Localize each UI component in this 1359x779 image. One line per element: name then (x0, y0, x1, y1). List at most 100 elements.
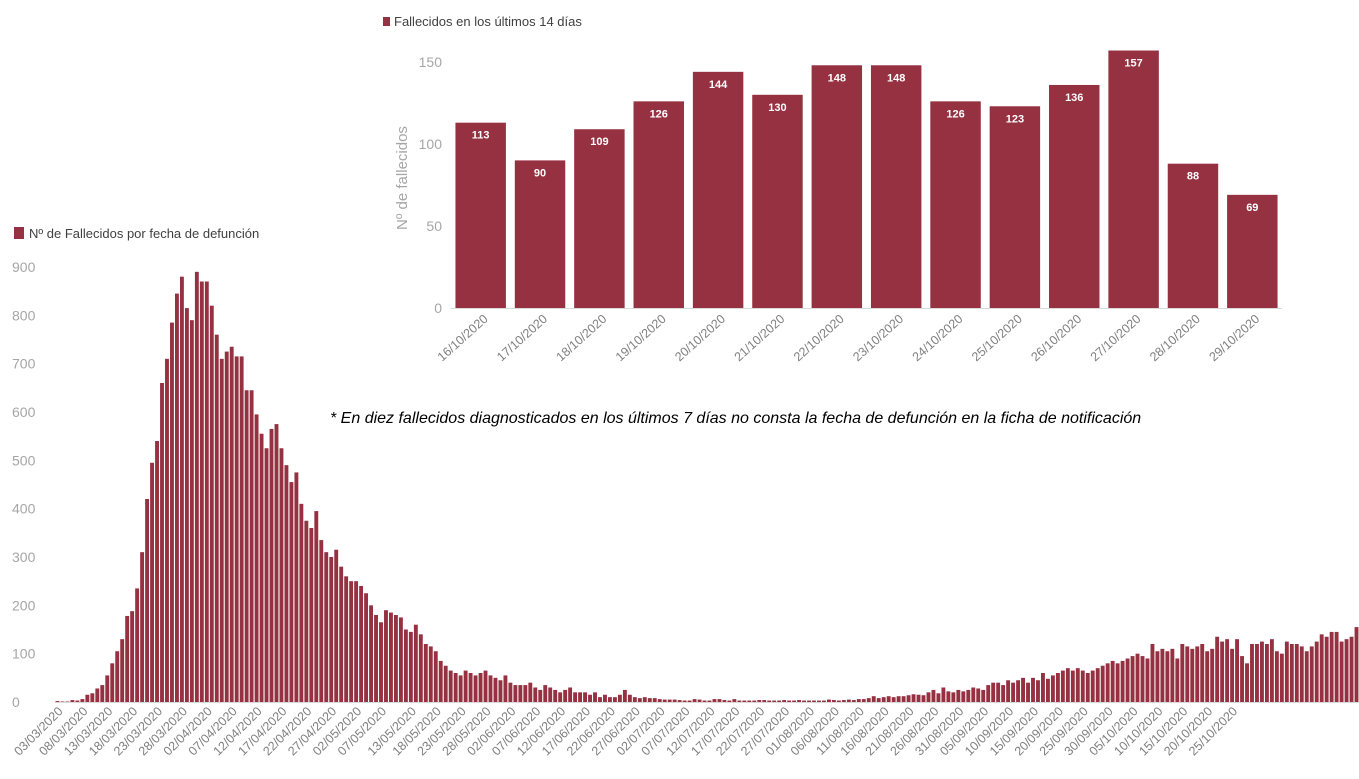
inset-bar (634, 101, 684, 308)
inset-bar-value-label: 148 (828, 72, 846, 84)
daily-bar (767, 701, 771, 702)
daily-bar (518, 685, 522, 702)
daily-bar (593, 692, 597, 702)
daily-bar (1165, 651, 1169, 702)
inset-x-tick-label: 24/10/2020 (910, 312, 966, 364)
daily-bar (1250, 644, 1254, 702)
daily-bar (548, 688, 552, 703)
daily-bar (598, 697, 602, 702)
daily-bar (1300, 646, 1304, 702)
inset-x-tick-label: 28/10/2020 (1147, 312, 1203, 364)
daily-bar (603, 695, 607, 702)
daily-bar (459, 675, 463, 702)
daily-bar (1200, 644, 1204, 702)
daily-bar (1106, 663, 1110, 702)
daily-bar (1155, 651, 1159, 702)
daily-bar (1310, 646, 1314, 702)
daily-bar (374, 615, 378, 702)
daily-bar (1066, 668, 1070, 702)
daily-bar (847, 700, 851, 702)
daily-bar (489, 675, 493, 702)
daily-bar (623, 690, 627, 702)
y-tick-label: 200 (12, 597, 36, 613)
daily-bar (1121, 661, 1125, 702)
daily-bar (185, 308, 189, 702)
daily-bar (439, 661, 443, 702)
daily-bar (718, 699, 722, 702)
daily-bar (289, 482, 293, 702)
daily-bar (195, 272, 199, 702)
daily-bar (1280, 654, 1284, 702)
daily-bar (265, 448, 269, 702)
last-14-days-chart: Fallecidos en los últimos 14 días Nº de … (383, 14, 1282, 364)
daily-bar (936, 693, 940, 702)
inset-bar-value-label: 126 (946, 108, 964, 120)
daily-bar (956, 690, 960, 702)
daily-bar (1076, 668, 1080, 702)
daily-bar (1131, 656, 1135, 702)
daily-bar (165, 359, 169, 702)
daily-bar (543, 685, 547, 702)
inset-y-tick-label: 50 (426, 218, 442, 234)
daily-bar (792, 701, 796, 702)
daily-bar (160, 383, 164, 702)
daily-bar (245, 390, 249, 702)
daily-bar (867, 698, 871, 702)
daily-bar (499, 680, 503, 702)
inset-x-tick-label: 23/10/2020 (850, 312, 906, 364)
inset-bar (1168, 164, 1218, 308)
daily-bar (464, 671, 468, 702)
daily-bar (737, 701, 741, 702)
daily-bar (1141, 656, 1145, 702)
daily-bar (628, 695, 632, 702)
daily-bar (772, 701, 776, 702)
daily-bar (812, 701, 816, 702)
daily-bar (528, 683, 532, 702)
daily-bar (399, 617, 403, 702)
daily-bar (922, 695, 926, 702)
inset-bar (574, 129, 624, 308)
daily-bar (1096, 668, 1100, 702)
daily-bar (553, 690, 557, 702)
daily-bar (294, 472, 298, 702)
inset-x-tick-label: 17/10/2020 (494, 312, 550, 364)
daily-bar (513, 685, 517, 702)
legend-label-last-14-days: Fallecidos en los últimos 14 días (394, 14, 582, 29)
daily-bar (703, 701, 707, 702)
daily-bar (1031, 678, 1035, 702)
inset-bar (1049, 85, 1099, 308)
daily-bar (558, 692, 562, 702)
daily-bar (56, 701, 60, 702)
inset-bar-value-label: 123 (1006, 113, 1024, 125)
daily-bar (230, 347, 234, 702)
daily-bar (1275, 651, 1279, 702)
daily-bar (752, 701, 756, 702)
daily-bar (742, 701, 746, 702)
daily-bar (235, 356, 239, 702)
daily-bar (1091, 671, 1095, 702)
daily-bar (454, 673, 458, 702)
daily-bar (369, 605, 373, 702)
daily-bar (991, 683, 995, 702)
daily-bar (280, 448, 284, 702)
daily-bar (747, 701, 751, 702)
daily-bar (1021, 678, 1025, 702)
inset-bar-value-label: 109 (590, 136, 608, 148)
daily-bar (105, 675, 109, 702)
daily-bar (946, 691, 950, 702)
daily-bar (484, 671, 488, 702)
inset-bar-value-label: 126 (650, 108, 668, 120)
daily-bar (1230, 649, 1234, 702)
daily-bar (145, 499, 149, 702)
daily-bar (1195, 646, 1199, 702)
daily-bar (573, 692, 577, 702)
daily-bar (668, 700, 672, 702)
daily-bar (1210, 649, 1214, 702)
daily-bar (822, 701, 826, 702)
daily-bar (1270, 639, 1274, 702)
y-tick-label: 900 (12, 259, 36, 275)
daily-bar (842, 700, 846, 702)
daily-bar (882, 697, 886, 702)
daily-bar (787, 701, 791, 702)
daily-bar (240, 356, 244, 702)
